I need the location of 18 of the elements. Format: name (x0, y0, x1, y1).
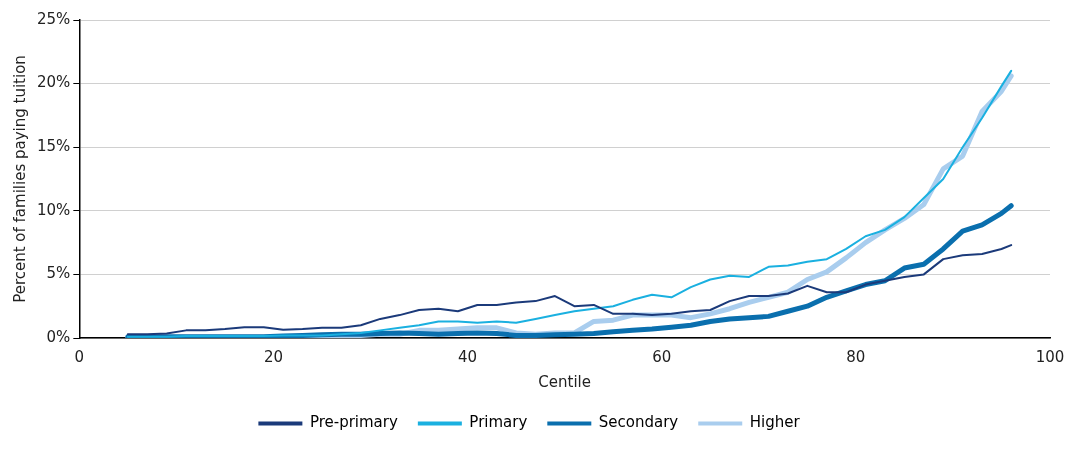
y-axis-title: Percent of families paying tuition (10, 55, 29, 303)
y-tick-label: 0% (46, 327, 71, 346)
x-tick-label: 100 (1035, 347, 1065, 366)
x-tick-label: 40 (458, 347, 478, 366)
legend-label: Higher (749, 413, 801, 432)
legend-label: Primary (469, 413, 528, 432)
y-tick-label: 25% (37, 9, 71, 28)
legend-label: Secondary (598, 413, 679, 432)
y-tick-label: 15% (37, 137, 71, 156)
x-axis-title: Centile (538, 372, 591, 391)
x-tick-label: 60 (652, 347, 672, 366)
legend-label: Pre-primary (309, 413, 398, 432)
y-tick-label: 5% (46, 264, 71, 283)
y-tick-label: 10% (37, 200, 71, 219)
x-tick-label: 80 (846, 347, 866, 366)
x-tick-label: 0 (74, 347, 85, 366)
y-tick-label: 20% (37, 73, 71, 92)
x-tick-label: 20 (263, 347, 284, 366)
